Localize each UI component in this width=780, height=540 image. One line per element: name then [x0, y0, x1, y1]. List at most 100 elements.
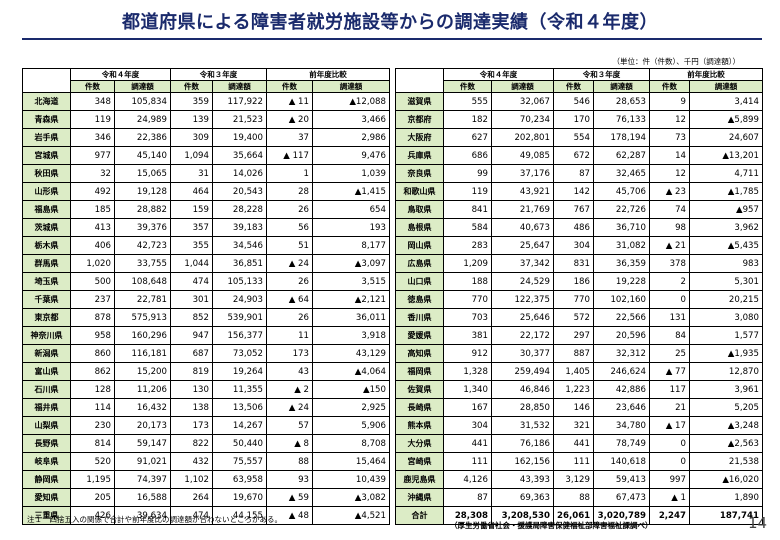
prefecture-cell: 沖縄県 [395, 488, 444, 507]
diff-amount-cell: ▲1,935 [689, 344, 763, 363]
fy3-count-cell: 1,223 [553, 380, 594, 399]
fy4-amount-cell: 16,588 [114, 488, 171, 507]
table-row: 沖縄県 87 69,363 88 67,473 ▲ 1 1,890 [395, 488, 763, 507]
fy3-amount-cell: 32,312 [593, 344, 650, 363]
diff-amount-cell: ▲3,248 [689, 416, 763, 435]
table-row: 新潟県 860 116,181 687 73,052 173 43,129 [22, 344, 390, 363]
diff-amount-cell: ▲1,785 [689, 182, 763, 201]
corner-cell [395, 68, 444, 93]
fy3-amount-cell: 42,886 [593, 380, 650, 399]
fy3-count-cell: 831 [553, 254, 594, 273]
fy3-count-cell: 687 [170, 344, 213, 363]
fy4-count-cell: 188 [443, 272, 492, 291]
header-count: 件数 [443, 80, 492, 93]
diff-count-cell: 11 [266, 326, 313, 345]
fy3-amount-cell: 36,851 [212, 254, 267, 273]
table-row: 宮城県 977 45,140 1,094 35,664 ▲ 117 9,476 [22, 146, 390, 165]
fy4-count-cell: 584 [443, 218, 492, 237]
diff-count-cell: 0 [649, 452, 690, 471]
fy3-amount-cell: 39,183 [212, 218, 267, 237]
prefecture-cell: 滋賀県 [395, 92, 444, 111]
diff-amount-cell: 5,906 [312, 416, 390, 435]
fy4-amount-cell: 28,882 [114, 200, 171, 219]
fy3-count-cell: 87 [553, 164, 594, 183]
fy3-count-cell: 770 [553, 290, 594, 309]
fy4-amount-cell: 37,342 [491, 254, 554, 273]
fy3-count-cell: 474 [170, 506, 213, 525]
fy4-count-cell: 520 [70, 452, 115, 471]
table-row: 秋田県 32 15,065 31 14,026 1 1,039 [22, 164, 390, 183]
diff-amount-cell: ▲2,563 [689, 434, 763, 453]
fy3-amount-cell: 22,726 [593, 200, 650, 219]
fy4-count-cell: 32 [70, 164, 115, 183]
diff-amount-cell: ▲2,121 [312, 290, 390, 309]
header-diff: 前年度比較 [266, 68, 390, 81]
fy4-count-cell: 119 [443, 182, 492, 201]
fy3-count-cell: 464 [170, 182, 213, 201]
fy3-amount-cell: 14,026 [212, 164, 267, 183]
diff-count-cell: 12 [649, 110, 690, 129]
table-row: 熊本県 304 31,532 321 34,780 ▲ 17 ▲3,248 [395, 416, 763, 435]
table-row: 福井県 114 16,432 138 13,506 ▲ 24 2,925 [22, 398, 390, 417]
fy3-amount-cell: 34,780 [593, 416, 650, 435]
table-row: 京都府 182 70,234 170 76,133 12 ▲5,899 [395, 110, 763, 129]
table-row: 石川県 128 11,206 130 11,355 ▲ 2 ▲150 [22, 380, 390, 399]
diff-count-cell: 26 [266, 308, 313, 327]
title-underline [22, 38, 762, 40]
table-row: 静岡県 1,195 74,397 1,102 63,958 93 10,439 [22, 470, 390, 489]
fy3-amount-cell: 63,958 [212, 470, 267, 489]
diff-amount-cell: ▲3,082 [312, 488, 390, 507]
fy3-amount-cell: 28,228 [212, 200, 267, 219]
fy3-count-cell: 88 [553, 488, 594, 507]
fy3-count-cell: 31 [170, 164, 213, 183]
table-row: 福岡県 1,328 259,494 1,405 246,624 ▲ 77 12,870 [395, 362, 763, 381]
diff-amount-cell: ▲150 [312, 380, 390, 399]
fy3-count-cell: 309 [170, 128, 213, 147]
diff-count-cell: 26 [266, 200, 313, 219]
prefecture-cell: 島根県 [395, 218, 444, 237]
fy3-count-cell: 1,044 [170, 254, 213, 273]
fy4-amount-cell: 24,989 [114, 110, 171, 129]
prefecture-cell: 石川県 [22, 380, 71, 399]
diff-count-cell: 173 [266, 344, 313, 363]
fy3-amount-cell: 36,710 [593, 218, 650, 237]
table-row: 島根県 584 40,673 486 36,710 98 3,962 [395, 218, 763, 237]
fy4-count-cell: 167 [443, 398, 492, 417]
fy4-amount-cell: 25,647 [491, 236, 554, 255]
header-amount: 調達額 [114, 80, 171, 93]
prefecture-cell: 和歌山県 [395, 182, 444, 201]
prefecture-cell: 奈良県 [395, 164, 444, 183]
prefecture-cell: 宮崎県 [395, 452, 444, 471]
prefecture-cell: 山梨県 [22, 416, 71, 435]
fy3-count-cell: 819 [170, 362, 213, 381]
header-count: 件数 [70, 80, 115, 93]
fy3-amount-cell: 102,160 [593, 290, 650, 309]
table-row: 滋賀県 555 32,067 546 28,653 9 3,414 [395, 92, 763, 111]
table-row: 三重県 426 39,634 474 44,155 ▲ 48 ▲4,521 [22, 506, 390, 525]
prefecture-cell: 岩手県 [22, 128, 71, 147]
fy3-count-cell: 3,129 [553, 470, 594, 489]
fy4-count-cell: 492 [70, 182, 115, 201]
fy3-count-cell: 1,102 [170, 470, 213, 489]
diff-amount-cell: 3,918 [312, 326, 390, 345]
diff-amount-cell: 3,080 [689, 308, 763, 327]
diff-amount-cell: 2,986 [312, 128, 390, 147]
fy3-count-cell: 767 [553, 200, 594, 219]
prefecture-cell: 秋田県 [22, 164, 71, 183]
table-row: 山梨県 230 20,173 173 14,267 57 5,906 [22, 416, 390, 435]
fy3-amount-cell: 34,546 [212, 236, 267, 255]
fy4-count-cell: 555 [443, 92, 492, 111]
fy3-count-cell: 572 [553, 308, 594, 327]
diff-amount-cell: ▲5,435 [689, 236, 763, 255]
fy3-amount-cell: 20,543 [212, 182, 267, 201]
unit-note: （単位：件（件数）、千円（調達額）） [612, 57, 741, 66]
diff-amount-cell: 3,961 [689, 380, 763, 399]
diff-count-cell: 2,247 [649, 506, 690, 525]
table-row: 岡山県 283 25,647 304 31,082 ▲ 21 ▲5,435 [395, 236, 763, 255]
fy3-amount-cell: 67,473 [593, 488, 650, 507]
header-amount: 調達額 [689, 80, 763, 93]
fy4-amount-cell: 74,397 [114, 470, 171, 489]
table-row: 福島県 185 28,882 159 28,228 26 654 [22, 200, 390, 219]
fy4-amount-cell: 20,173 [114, 416, 171, 435]
fy4-amount-cell: 15,200 [114, 362, 171, 381]
